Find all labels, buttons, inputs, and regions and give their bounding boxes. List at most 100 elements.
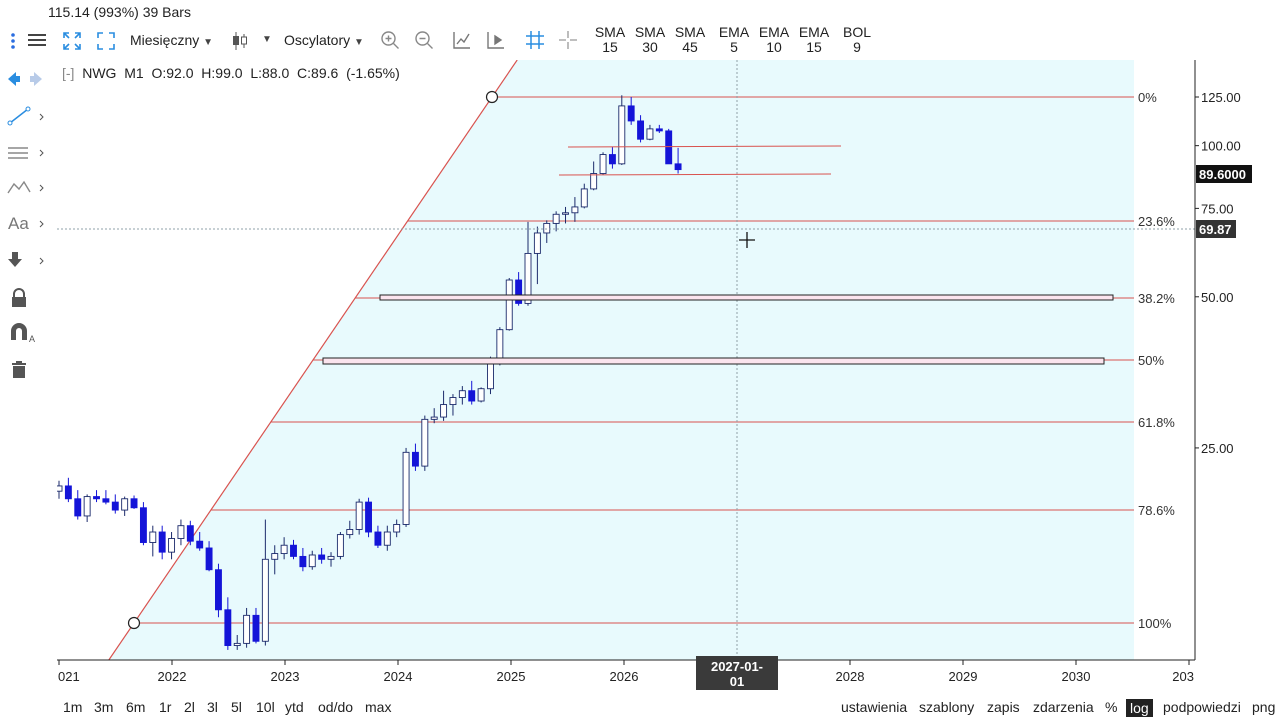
indicator-sma-45[interactable]: SMA 45 <box>668 25 712 55</box>
oscillators-select[interactable]: Oscylatory ▼ <box>284 32 364 48</box>
trash-icon[interactable] <box>6 358 46 382</box>
fib-level-label: 78.6% <box>1138 503 1175 518</box>
arrows-icon[interactable] <box>6 68 46 92</box>
candle-body <box>121 498 129 511</box>
crosshair-icon[interactable] <box>558 30 578 50</box>
candle-body <box>318 554 326 560</box>
indicator-type: EMA <box>718 24 750 40</box>
arrow-down-icon[interactable] <box>6 249 46 273</box>
menu-ustawienia[interactable]: ustawienia <box>841 699 908 715</box>
menu-zapis[interactable]: zapis <box>987 699 1020 715</box>
menu-percent[interactable]: % <box>1105 699 1118 715</box>
candle-type-icon[interactable] <box>232 31 248 51</box>
fib-trend-line[interactable] <box>108 60 518 660</box>
polyline-icon[interactable] <box>6 177 46 201</box>
oscillators-label: Oscylatory <box>284 32 351 48</box>
indicator-period: 15 <box>602 39 618 55</box>
indicator-ema-10[interactable]: EMA 10 <box>752 25 796 55</box>
range-button-3l[interactable]: 3l <box>207 699 218 715</box>
candle-body <box>524 252 532 304</box>
range-button-od-do[interactable]: od/do <box>318 699 354 715</box>
range-button-5l[interactable]: 5l <box>231 699 242 715</box>
range-button-3m[interactable]: 3m <box>94 699 114 715</box>
indicator-ema-5[interactable]: EMA 5 <box>712 25 756 55</box>
more-vertical-icon[interactable] <box>8 32 18 50</box>
menu-szablony[interactable]: szablony <box>919 699 975 715</box>
candle-body <box>308 554 316 568</box>
range-button-6m[interactable]: 6m <box>126 699 146 715</box>
drawn-line[interactable] <box>558 173 832 176</box>
candle-body <box>618 105 626 165</box>
menu-icon[interactable] <box>28 33 46 47</box>
top-toolbar: Miesięczny ▼ ▼ Oscylatory ▼ SMA 15 SMA 30 SM… <box>0 22 1280 58</box>
indicator-sma-15[interactable]: SMA 15 <box>588 25 632 55</box>
indicator-ema-15[interactable]: EMA 15 <box>792 25 836 55</box>
range-button-10l[interactable]: 10l <box>256 699 275 715</box>
indicator-type: EMA <box>798 24 830 40</box>
zoom-out-icon[interactable] <box>414 30 434 50</box>
expand-icon[interactable] <box>62 31 82 51</box>
fib-level-label: 23.6% <box>1138 214 1175 229</box>
fib-level-label: 38.2% <box>1138 291 1175 306</box>
menu-png[interactable]: png <box>1252 699 1276 715</box>
drawn-line[interactable] <box>567 145 842 148</box>
menu-podpowiedzi[interactable]: podpowiedzi <box>1163 699 1241 715</box>
price-tick-label: 50.00 <box>1201 290 1234 305</box>
range-button-1m[interactable]: 1m <box>63 699 83 715</box>
candle-body <box>168 538 176 553</box>
candle-body <box>327 555 335 560</box>
range-button-max[interactable]: max <box>365 699 392 715</box>
candle-body <box>477 388 485 402</box>
candle-body <box>411 451 419 467</box>
fullscreen-icon[interactable] <box>96 31 116 51</box>
interval-select[interactable]: Miesięczny ▼ <box>130 32 213 48</box>
candle-body <box>627 105 635 122</box>
candle-body <box>74 498 82 517</box>
candle-body <box>646 128 654 140</box>
trendline-icon[interactable] <box>6 105 46 129</box>
time-tick-label: 2030 <box>1062 669 1091 684</box>
indicator-period: 10 <box>766 39 782 55</box>
drawn-rectangle[interactable] <box>322 357 1105 365</box>
candle-body <box>655 128 663 132</box>
candle-body <box>533 232 541 254</box>
fib-anchor-handle[interactable] <box>485 90 499 104</box>
candle-body <box>608 154 616 165</box>
candle-body <box>346 529 354 536</box>
hlines-icon[interactable] <box>6 142 46 166</box>
scroll-right-icon[interactable] <box>486 30 506 50</box>
indicator-sma-30[interactable]: SMA 30 <box>628 25 672 55</box>
grid-icon[interactable] <box>525 30 545 50</box>
candle-body <box>64 485 72 500</box>
drawn-rectangle[interactable] <box>379 294 1114 301</box>
candle-body <box>57 485 63 492</box>
fib-level-label: 100% <box>1138 616 1172 631</box>
crosshair-cursor-icon <box>739 232 755 248</box>
time-tick-label: 203 <box>1172 669 1194 684</box>
cursor-price-badge: 69.87 <box>1196 220 1236 238</box>
high-value: H:99.0 <box>201 65 243 81</box>
candle-body <box>177 525 185 539</box>
range-button-2l[interactable]: 2l <box>184 699 195 715</box>
zoom-in-icon[interactable] <box>380 30 400 50</box>
lock-icon[interactable] <box>6 287 46 311</box>
menu-zdarzenia[interactable]: zdarzenia <box>1033 699 1094 715</box>
candle-body <box>205 547 213 571</box>
fit-chart-icon[interactable] <box>452 30 472 50</box>
text-icon[interactable]: Aa <box>6 212 46 236</box>
time-tick-label: 2022 <box>158 669 187 684</box>
menu-log[interactable]: log <box>1126 699 1153 717</box>
symbol-label: NWG <box>82 65 117 81</box>
collapse-icon[interactable]: [-] <box>62 65 75 81</box>
chart-type-chevron-icon[interactable]: ▼ <box>262 34 272 45</box>
fib-anchor-handle[interactable] <box>127 616 141 630</box>
range-button-ytd[interactable]: ytd <box>285 699 304 715</box>
candle-body <box>505 279 513 331</box>
magnet-icon[interactable]: A <box>6 322 46 346</box>
indicator-bol-9[interactable]: BOL 9 <box>835 25 879 55</box>
price-tick-label: 75.00 <box>1201 201 1234 216</box>
candle-body <box>186 525 194 542</box>
range-button-1r[interactable]: 1r <box>159 699 172 715</box>
candle-body <box>224 609 232 646</box>
